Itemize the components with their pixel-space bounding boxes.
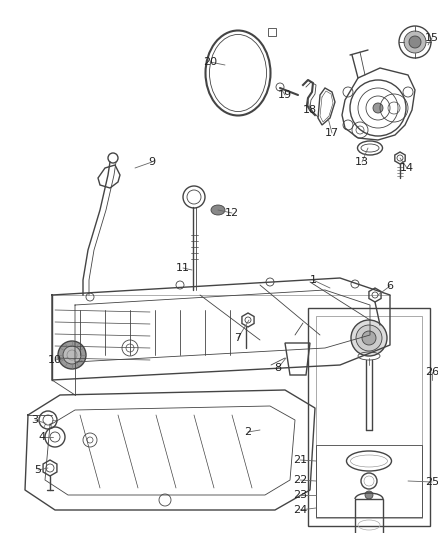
Circle shape (373, 103, 383, 113)
Bar (268, 28, 276, 36)
Circle shape (365, 491, 373, 499)
Text: 26: 26 (425, 367, 438, 377)
Text: 24: 24 (293, 505, 307, 515)
Text: 2: 2 (244, 427, 251, 437)
Text: 11: 11 (176, 263, 190, 273)
Text: 19: 19 (278, 90, 292, 100)
Text: 7: 7 (234, 333, 242, 343)
Bar (316, 316, 422, 518)
Circle shape (356, 325, 382, 351)
Bar (308, 308, 430, 526)
Text: 21: 21 (293, 455, 307, 465)
Circle shape (362, 331, 376, 345)
Text: 18: 18 (303, 105, 317, 115)
Circle shape (404, 31, 426, 53)
Text: 20: 20 (203, 57, 217, 67)
Text: 13: 13 (355, 157, 369, 167)
Text: 1: 1 (310, 275, 317, 285)
Circle shape (58, 341, 86, 369)
Text: 17: 17 (325, 128, 339, 138)
Text: 10: 10 (48, 355, 62, 365)
Text: 9: 9 (148, 157, 155, 167)
Text: 4: 4 (39, 432, 46, 442)
Text: 6: 6 (386, 281, 393, 291)
Text: 23: 23 (293, 490, 307, 500)
Circle shape (351, 320, 387, 356)
Text: 22: 22 (293, 475, 307, 485)
Text: 12: 12 (225, 208, 239, 218)
Text: 14: 14 (400, 163, 414, 173)
Text: 25: 25 (425, 477, 438, 487)
Text: 3: 3 (32, 415, 39, 425)
Text: 15: 15 (425, 33, 438, 43)
Bar (355, 499, 383, 533)
Ellipse shape (211, 205, 225, 215)
Text: 5: 5 (35, 465, 42, 475)
Circle shape (409, 36, 421, 48)
Bar (316, 445, 422, 517)
Text: 8: 8 (275, 363, 282, 373)
Circle shape (63, 346, 81, 364)
